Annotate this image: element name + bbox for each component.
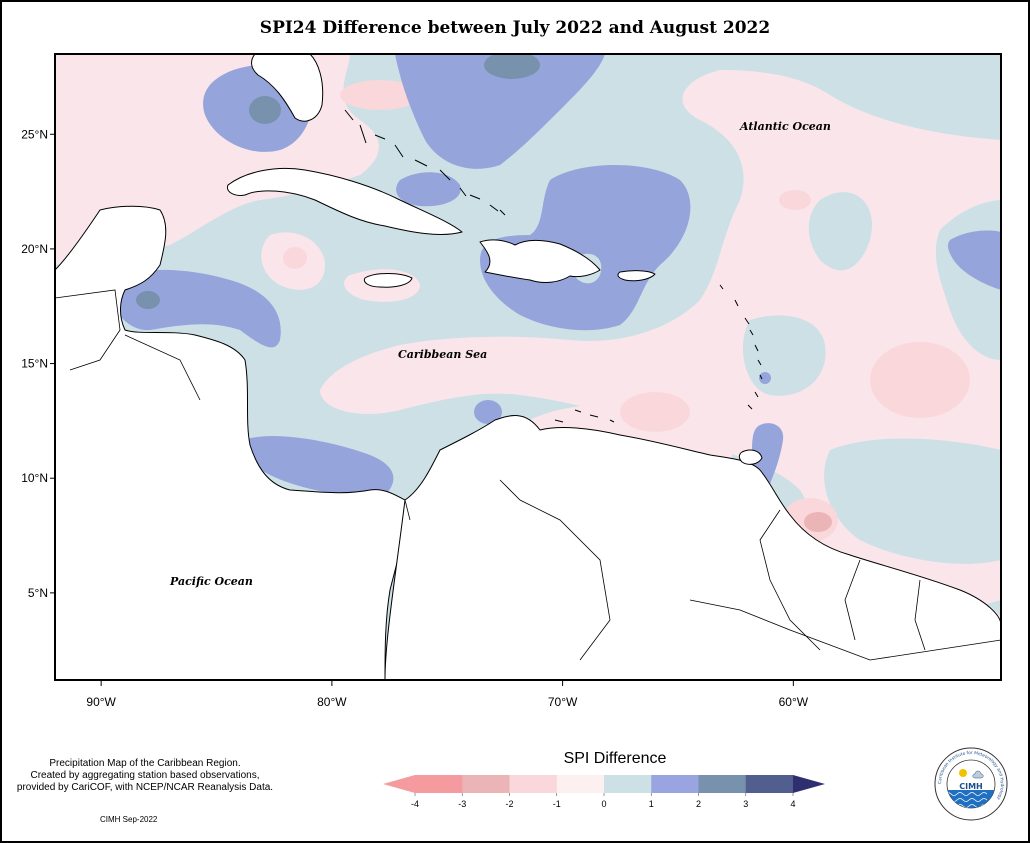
spi-dark-spot-bahamas xyxy=(484,54,540,79)
guyana-suriname-border xyxy=(844,559,861,641)
lon-tick-label: 90°W xyxy=(86,695,116,709)
spi-pink-spot-atlantic xyxy=(870,342,970,418)
label-caribbean-sea: Caribbean Sea xyxy=(398,348,487,361)
small-islands xyxy=(344,109,763,423)
florida-land xyxy=(251,54,324,122)
spi-pink-spot-caribbean xyxy=(283,247,307,269)
lon-tick-label: 70°W xyxy=(548,695,578,709)
map-border xyxy=(54,53,1002,681)
jamaica-land xyxy=(363,273,413,288)
legend-tick-label: 4 xyxy=(790,799,795,809)
map-title: SPI24 Difference between July 2022 and A… xyxy=(259,18,771,38)
brazil-border xyxy=(689,599,1001,661)
legend-swatch xyxy=(651,775,699,793)
cuba-land xyxy=(226,167,463,235)
description-line: Precipitation Map of the Caribbean Regio… xyxy=(49,758,241,769)
legend-colorbar xyxy=(383,775,825,793)
legend-tick-label: -2 xyxy=(505,799,513,809)
spi-zero-one-atlantic-bay xyxy=(808,192,872,271)
legend-tick-labels: -4 -3 -2 -1 0 1 2 3 4 xyxy=(411,793,796,809)
lesser-antilles-islands xyxy=(719,284,763,410)
spi-pink-spot-bahamas xyxy=(340,80,420,110)
lat-tick-label: 25°N xyxy=(21,127,48,141)
spi-field xyxy=(55,54,1001,680)
spi-zero-one-south-east xyxy=(824,438,1001,564)
guatemala-border xyxy=(55,289,121,371)
description-line: Created by aggregating station based obs… xyxy=(30,770,260,781)
logo-text: CIMH xyxy=(959,782,983,791)
spi-pink-spot-florida-straits xyxy=(779,190,811,210)
honduras-border xyxy=(124,334,201,401)
hispaniola-land xyxy=(479,239,601,284)
spi-pink-spot-venezuela xyxy=(620,392,690,432)
legend-swatch xyxy=(745,775,794,793)
legend-tick-label: 0 xyxy=(601,799,606,809)
trinidad-land xyxy=(738,449,763,465)
spi-blue-east-edge xyxy=(947,230,1001,290)
legend-tick-label: 2 xyxy=(696,799,701,809)
lon-tick-label: 80°W xyxy=(317,695,347,709)
map-credit: CIMH Sep-2022 xyxy=(100,815,158,824)
legend-swatch xyxy=(415,775,463,793)
spi-blue-cuba-east xyxy=(396,172,461,207)
spi-blue-bahamas-north xyxy=(395,54,605,169)
suriname-guiana-border xyxy=(914,579,926,651)
lat-tick-label: 5°N xyxy=(28,586,48,600)
longitude-ticks: 90°W 80°W 70°W 60°W xyxy=(86,680,809,709)
spi-blue-hispaniola xyxy=(480,165,691,331)
puerto-rico-land xyxy=(617,270,656,282)
legend-tick-label: -4 xyxy=(411,799,419,809)
label-pacific-ocean: Pacific Ocean xyxy=(169,575,253,588)
cimh-logo: Caribbean Institute for Meteorology and … xyxy=(934,747,1008,821)
sun-icon xyxy=(959,769,967,777)
spi-dark-spot-honduras xyxy=(136,291,160,309)
lat-tick-label: 15°N xyxy=(21,357,48,371)
colombia-venezuela-border xyxy=(499,479,611,661)
lat-tick-label: 20°N xyxy=(21,242,48,256)
south-america-land xyxy=(384,415,1001,680)
spi-blue-panama xyxy=(242,435,394,497)
country-borders xyxy=(55,289,1001,661)
venezuela-islands xyxy=(554,409,615,423)
venezuela-guyana-border xyxy=(759,509,821,651)
legend-arrow-high xyxy=(793,775,825,793)
legend-arrow-low xyxy=(383,775,415,793)
label-atlantic-ocean: Atlantic Ocean xyxy=(739,120,831,133)
legend-swatch xyxy=(604,775,652,793)
legend-tick-label: -1 xyxy=(553,799,561,809)
spi-dark-spot-gulf xyxy=(249,96,281,124)
legend-swatch xyxy=(509,775,558,793)
land-masses xyxy=(55,54,1001,680)
lat-tick-label: 10°N xyxy=(21,471,48,485)
legend-tick-label: 1 xyxy=(649,799,654,809)
description-line: provided by CariCOF, with NCEP/NCAR Rean… xyxy=(16,782,274,793)
spi-blue-spot-windward xyxy=(759,372,771,384)
lon-tick-label: 60°W xyxy=(779,695,809,709)
latitude-ticks: 25°N 20°N 15°N 10°N 5°N xyxy=(21,127,55,600)
spi-blue-spot-colombia xyxy=(474,400,502,424)
legend-title: SPI Difference xyxy=(563,750,667,767)
legend-swatch xyxy=(556,775,605,793)
legend-tick-label: 3 xyxy=(743,799,748,809)
spi-blue-central-america xyxy=(112,269,281,348)
cloud-icon xyxy=(972,770,984,779)
panama-colombia-border xyxy=(404,499,411,521)
map-description: Precipitation Map of the Caribbean Regio… xyxy=(5,758,285,794)
spi-pink-spot-guyana-core xyxy=(804,512,832,532)
legend-swatch xyxy=(462,775,510,793)
legend-tick-label: -3 xyxy=(458,799,466,809)
legend-swatch xyxy=(698,775,747,793)
bahamas-islands xyxy=(344,109,506,216)
